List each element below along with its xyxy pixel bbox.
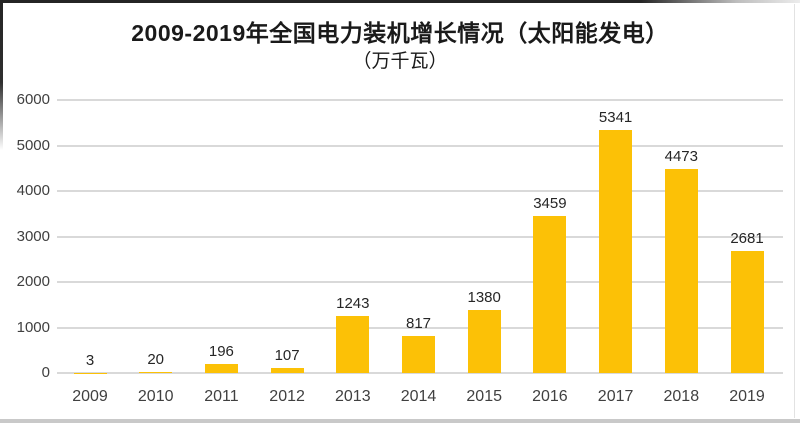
bar-2016 xyxy=(533,215,567,373)
bar-2012 xyxy=(270,368,304,373)
x-tick-label-2011: 2011 xyxy=(204,388,239,405)
y-tick-label-0: 0 xyxy=(41,364,50,381)
gridline-y5000 xyxy=(57,144,783,147)
bar-value-label-2014: 817 xyxy=(405,314,432,332)
x-tick-label-2016: 2016 xyxy=(532,388,568,405)
x-tick-label-2014: 2014 xyxy=(400,388,437,405)
y-tick-label-3000: 3000 xyxy=(16,227,50,245)
x-tick-label-2012: 2012 xyxy=(269,388,305,405)
bar-2017 xyxy=(599,130,633,373)
bar-2013 xyxy=(336,316,370,373)
frame-bottom-edge xyxy=(0,419,800,423)
bar-value-label-2011: 196 xyxy=(208,343,234,361)
gridline-y1000 xyxy=(57,326,783,329)
frame-left-edge xyxy=(0,0,3,150)
bar-2014 xyxy=(402,335,435,373)
x-tick-label-2013: 2013 xyxy=(335,388,371,405)
bar-value-label-2019: 2681 xyxy=(730,230,764,247)
x-tick-label-2017: 2017 xyxy=(597,388,634,405)
bar-2019 xyxy=(730,251,764,373)
x-tick-label-2010: 2010 xyxy=(137,388,174,405)
y-tick-label-5000: 5000 xyxy=(16,136,50,154)
bar-value-label-2013: 1243 xyxy=(336,295,370,313)
bar-value-label-2018: 4473 xyxy=(664,148,698,166)
bar-value-label-2016: 3459 xyxy=(533,194,567,212)
gridline-y4000 xyxy=(57,190,783,192)
bar-2015 xyxy=(467,310,501,373)
x-tick-label-2018: 2018 xyxy=(663,388,700,405)
frame-right-edge xyxy=(794,4,795,418)
bar-value-label-2010: 20 xyxy=(147,351,165,369)
frame-top-edge xyxy=(0,0,800,3)
bar-value-label-2009: 3 xyxy=(85,351,95,369)
x-tick-label-2019: 2019 xyxy=(729,388,765,405)
bar-value-label-2012: 107 xyxy=(274,347,300,365)
plot-area xyxy=(57,99,783,374)
gridline-y3000 xyxy=(57,235,783,238)
y-tick-label-6000: 6000 xyxy=(16,91,50,108)
bar-value-label-2017: 5341 xyxy=(598,108,633,126)
chart-title: 2009-2019年全国电力装机增长情况（太阳能发电） xyxy=(131,20,669,46)
gridline-y2000 xyxy=(57,281,783,283)
chart-subtitle: （万千瓦） xyxy=(352,51,448,72)
y-tick-label-4000: 4000 xyxy=(16,182,50,199)
bar-value-label-2015: 1380 xyxy=(467,289,501,307)
gridline-y0 xyxy=(57,372,783,374)
y-tick-label-2000: 2000 xyxy=(16,273,50,290)
bar-2010 xyxy=(139,372,173,373)
x-tick-label-2015: 2015 xyxy=(466,388,502,405)
x-tick-label-2009: 2009 xyxy=(72,388,108,405)
bar-2011 xyxy=(204,364,238,373)
gridline-y6000 xyxy=(57,99,783,101)
y-tick-label-1000: 1000 xyxy=(16,318,50,336)
bar-2018 xyxy=(664,169,698,373)
